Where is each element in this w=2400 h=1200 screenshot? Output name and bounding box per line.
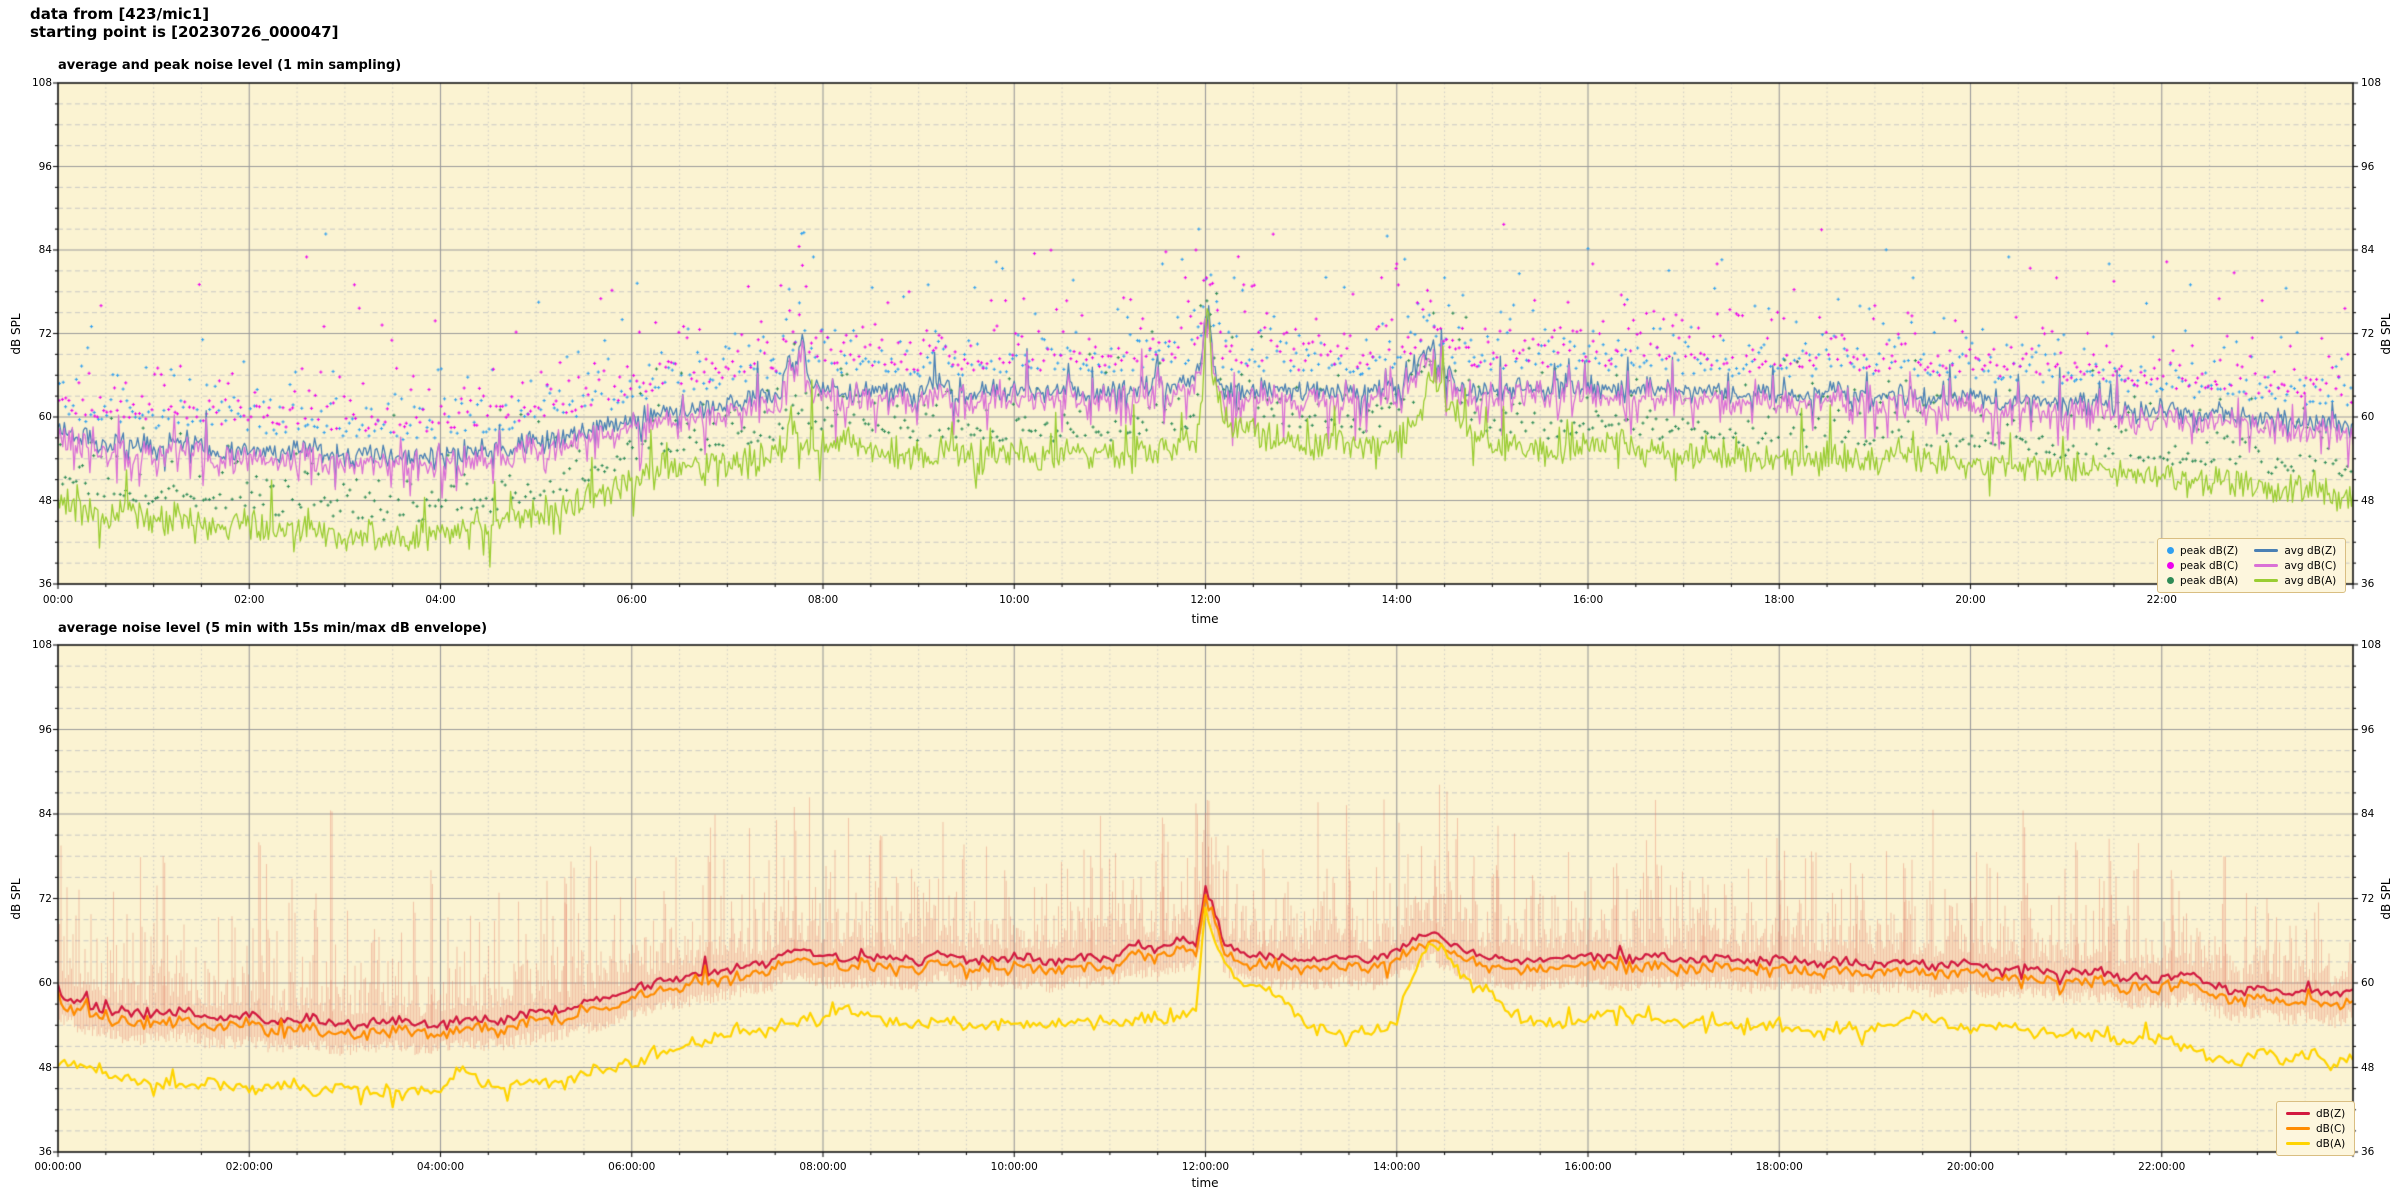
y-tick-label: 60 [18,977,52,989]
y-tick-label: 96 [2361,724,2374,736]
x-tick-label: 08:00:00 [799,1161,846,1173]
chart1-title: average and peak noise level (1 min samp… [58,58,401,73]
line-marker-swatch [2254,549,2278,553]
x-tick-label: 14:00 [1382,594,1412,606]
legend-item-label: peak dB(C) [2180,560,2238,572]
y-tick-label: 48 [18,1062,52,1074]
line-marker-swatch [2286,1112,2310,1116]
x-tick-label: 12:00 [1190,594,1220,606]
x-tick-label: 00:00:00 [34,1161,81,1173]
legend-item: peak dB(A) [2167,574,2238,587]
y-tick-label: 60 [18,411,52,423]
x-tick-label: 12:00:00 [1182,1161,1229,1173]
y-tick-label: 84 [2361,808,2374,820]
legend-item-label: peak dB(A) [2180,575,2238,587]
x-tick-label: 04:00:00 [417,1161,464,1173]
x-tick-label: 16:00 [1573,594,1603,606]
x-tick-label: 00:00 [43,594,73,606]
line-marker-swatch [2286,1142,2310,1146]
y-tick-label: 36 [2361,1146,2374,1158]
line-marker-swatch [2254,579,2278,583]
header-line2: starting point is [20230726_000047] [30,23,338,41]
legend-item-label: dB(A) [2316,1138,2345,1150]
dot-marker-swatch [2167,547,2174,554]
x-tick-label: 14:00:00 [1373,1161,1420,1173]
x-tick-label: 22:00:00 [2138,1161,2185,1173]
x-tick-label: 06:00:00 [608,1161,655,1173]
y-tick-label: 72 [2361,328,2374,340]
legend-item-label: dB(C) [2316,1123,2345,1135]
legend-item: dB(Z) [2286,1107,2345,1120]
y-tick-label: 60 [2361,411,2374,423]
chart2-legend: dB(Z) dB(C) dB(A) [2276,1101,2355,1156]
x-tick-label: 02:00 [234,594,264,606]
x-tick-label: 10:00:00 [991,1161,1038,1173]
y-tick-label: 72 [2361,893,2374,905]
legend-item: avg dB(A) [2254,574,2336,587]
x-tick-label: 08:00 [808,594,838,606]
chart1-ylabel-right: dB SPL [2379,313,2393,354]
y-tick-label: 84 [18,808,52,820]
y-tick-label: 96 [18,724,52,736]
y-tick-label: 84 [2361,244,2374,256]
x-tick-label: 16:00:00 [1564,1161,1611,1173]
y-tick-label: 72 [18,893,52,905]
legend-item-label: avg dB(A) [2284,575,2336,587]
y-tick-label: 96 [18,161,52,173]
x-tick-label: 20:00 [1955,594,1985,606]
y-tick-label: 48 [2361,495,2374,507]
y-tick-label: 48 [18,495,52,507]
y-tick-label: 48 [2361,1062,2374,1074]
x-tick-label: 02:00:00 [226,1161,273,1173]
chart2-xlabel: time [1191,1176,1218,1190]
x-tick-label: 22:00 [2147,594,2177,606]
y-tick-label: 108 [18,639,52,651]
header-line1: data from [423/mic1] [30,5,338,23]
legend-item: dB(A) [2286,1137,2345,1150]
y-tick-label: 108 [2361,77,2381,89]
figure-root: data from [423/mic1] starting point is [… [0,0,2400,1200]
x-tick-label: 18:00 [1764,594,1794,606]
y-tick-label: 108 [18,77,52,89]
legend-item-label: dB(Z) [2316,1108,2345,1120]
legend-item-label: avg dB(C) [2284,560,2336,572]
y-tick-label: 84 [18,244,52,256]
chart2-ylabel-right: dB SPL [2379,878,2393,919]
y-tick-label: 60 [2361,977,2374,989]
legend-item: avg dB(C) [2254,559,2336,572]
chart2-title: average noise level (5 min with 15s min/… [58,621,487,636]
chart1-xlabel: time [1191,612,1218,626]
legend-column: avg dB(Z) avg dB(C) avg dB(A) [2254,544,2336,587]
legend-item: peak dB(Z) [2167,544,2238,557]
chart1-legend: peak dB(Z) peak dB(C) peak dB(A) avg dB(Z) a… [2157,538,2346,593]
legend-item-label: avg dB(Z) [2284,545,2336,557]
dot-marker-swatch [2167,562,2174,569]
y-tick-label: 108 [2361,639,2381,651]
x-tick-label: 04:00 [425,594,455,606]
legend-item: peak dB(C) [2167,559,2238,572]
x-tick-label: 18:00:00 [1756,1161,1803,1173]
y-tick-label: 96 [2361,161,2374,173]
y-tick-label: 36 [2361,578,2374,590]
figure-header: data from [423/mic1] starting point is [… [30,5,338,41]
y-tick-label: 36 [18,1146,52,1158]
legend-column: peak dB(Z) peak dB(C) peak dB(A) [2167,544,2238,587]
legend-item: avg dB(Z) [2254,544,2336,557]
legend-column: dB(Z) dB(C) dB(A) [2286,1107,2345,1150]
x-tick-label: 10:00 [999,594,1029,606]
line-marker-swatch [2286,1127,2310,1131]
legend-item: dB(C) [2286,1122,2345,1135]
x-tick-label: 20:00:00 [1947,1161,1994,1173]
y-tick-label: 36 [18,578,52,590]
y-tick-label: 72 [18,328,52,340]
legend-item-label: peak dB(Z) [2180,545,2238,557]
line-marker-swatch [2254,564,2278,568]
x-tick-label: 06:00 [617,594,647,606]
dot-marker-swatch [2167,577,2174,584]
